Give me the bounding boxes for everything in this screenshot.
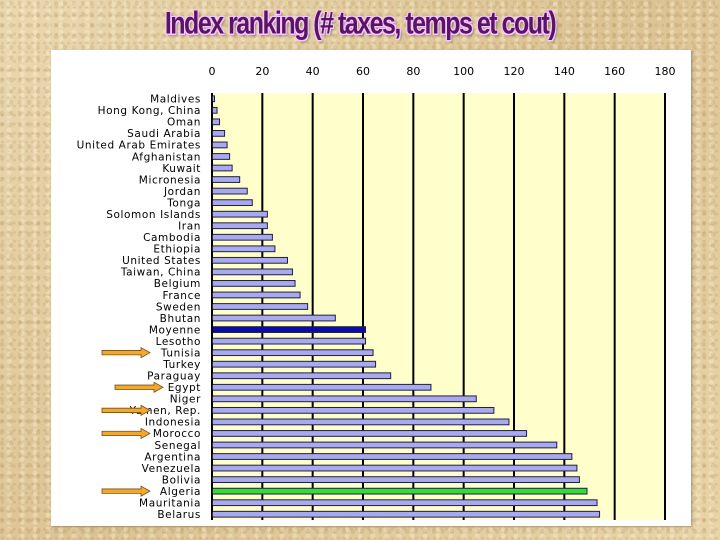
slide-title: Index ranking (# taxes, temps et cout) xyxy=(164,6,557,41)
category-label: Moyenne xyxy=(149,324,201,336)
category-label: Sweden xyxy=(156,301,201,313)
category-label: United Arab Emirates xyxy=(77,140,201,152)
category-label: Belarus xyxy=(157,509,201,521)
chart-panel: 0 20 40 60 80 100 120 140 160 180 Maldives Hong Kon… xyxy=(51,50,691,526)
category-label: Bolivia xyxy=(162,474,201,486)
bar xyxy=(211,395,477,403)
bar xyxy=(211,430,528,437)
bar xyxy=(211,360,377,368)
category-label: Argentina xyxy=(144,451,201,463)
bar xyxy=(211,164,233,172)
x-tick-label: 160 xyxy=(604,65,625,78)
bar xyxy=(211,256,288,264)
bar xyxy=(211,245,276,253)
category-label: Cambodia xyxy=(143,232,201,244)
bar xyxy=(211,476,580,483)
bar xyxy=(211,280,296,287)
bar xyxy=(211,383,432,391)
bar xyxy=(211,406,495,414)
category-label: Senegal xyxy=(155,440,201,452)
category-label: Afghanistan xyxy=(132,151,201,163)
bar xyxy=(211,187,248,195)
bar xyxy=(211,222,268,230)
category-label: Bhutan xyxy=(160,313,201,325)
bar xyxy=(211,106,218,114)
bar xyxy=(211,510,601,518)
bar xyxy=(211,441,558,449)
x-tick-label: 180 xyxy=(655,65,676,78)
bar xyxy=(211,199,253,207)
category-label: Micronesia xyxy=(139,174,201,186)
category-label: Turkey xyxy=(162,359,201,371)
x-tick-label: 0 xyxy=(209,65,216,78)
bar xyxy=(211,314,336,322)
category-label: Niger xyxy=(170,394,201,406)
bar xyxy=(211,130,226,137)
category-label: United States xyxy=(122,255,201,267)
x-tick-label: 40 xyxy=(306,65,320,78)
category-label: Hong Kong, China xyxy=(98,105,201,117)
category-label: Lesotho xyxy=(156,336,201,348)
category-label: France xyxy=(162,290,201,302)
x-tick-label: 60 xyxy=(356,65,370,78)
bar xyxy=(211,418,510,426)
x-tick-label: 80 xyxy=(406,65,420,78)
bar xyxy=(211,349,374,357)
x-tick-label: 120 xyxy=(504,65,525,78)
bar xyxy=(211,487,588,495)
category-label: Algeria xyxy=(160,486,201,498)
category-label: Venezuela xyxy=(142,463,201,475)
bar xyxy=(211,337,367,345)
category-label: Mauritania xyxy=(139,497,201,509)
category-label: Morocco xyxy=(153,428,201,440)
category-label: Yemen, Rep. xyxy=(129,405,201,417)
bar xyxy=(211,372,392,380)
category-label: Tunisia xyxy=(160,347,201,359)
bar xyxy=(211,268,294,276)
bar xyxy=(211,303,309,310)
bar xyxy=(211,233,273,241)
bar xyxy=(211,118,221,126)
x-tick-label: 100 xyxy=(453,65,474,78)
category-label: Iran xyxy=(178,221,201,233)
category-label: Tonga xyxy=(166,197,201,209)
bar xyxy=(211,291,301,299)
bar xyxy=(211,499,598,507)
category-label: Jordan xyxy=(163,186,201,198)
category-label: Indonesia xyxy=(145,417,201,429)
category-label: Paraguay xyxy=(147,371,201,383)
bar xyxy=(211,464,578,472)
category-label: Saudi Arabia xyxy=(127,128,201,140)
category-label: Solomon Islands xyxy=(106,209,201,221)
category-label: Taiwan, China xyxy=(120,267,201,279)
x-tick-label: 140 xyxy=(554,65,575,78)
category-label: Egypt xyxy=(168,382,201,394)
bar xyxy=(211,176,241,183)
category-label: Kuwait xyxy=(162,163,201,175)
bar xyxy=(211,210,268,218)
bar xyxy=(211,153,231,160)
category-label: Belgium xyxy=(154,278,201,290)
x-tick-label: 20 xyxy=(255,65,269,78)
bar xyxy=(211,453,573,460)
category-label: Maldives xyxy=(150,94,201,106)
category-label: Ethiopia xyxy=(153,244,201,256)
bar xyxy=(211,141,228,149)
category-label: Oman xyxy=(167,117,201,129)
bar xyxy=(211,326,367,333)
